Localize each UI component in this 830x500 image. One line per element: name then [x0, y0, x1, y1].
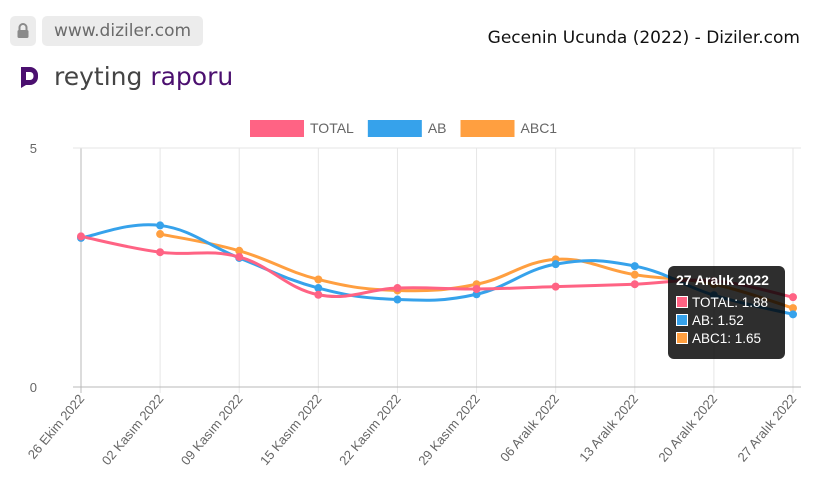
- x-tick-label: 06 Aralık 2022: [497, 391, 562, 464]
- x-tick-label: 02 Kasım 2022: [99, 391, 167, 468]
- address-bar[interactable]: www.diziler.com: [10, 16, 204, 46]
- tooltip-swatch-ab: [676, 314, 688, 326]
- y-tick-label: 0: [30, 380, 37, 395]
- tooltip-swatch-total: [676, 296, 688, 308]
- data-point-total: [630, 280, 639, 289]
- heading-word-reyting: reyting: [54, 62, 143, 91]
- page-title: Gecenin Ucunda (2022) - Diziler.com: [487, 28, 800, 48]
- data-point-total: [156, 248, 165, 257]
- data-point-ab: [789, 310, 797, 319]
- tooltip-text-ab: AB: 1.52: [692, 312, 744, 328]
- url-text[interactable]: www.diziler.com: [42, 16, 204, 46]
- x-tick-label: 27 Aralık 2022: [734, 391, 799, 464]
- data-point-total: [551, 282, 560, 291]
- chart-svg: 0 5 26 Ekim 2022 02 Kasım 2022 09 Kasım 2022…: [25, 120, 801, 468]
- data-point-abc1: [235, 246, 244, 255]
- data-point-abc1: [789, 304, 797, 313]
- lock-icon: [10, 16, 36, 46]
- tooltip-text-total: TOTAL: 1.88: [692, 294, 769, 310]
- rating-chart[interactable]: 0 5 26 Ekim 2022 02 Kasım 2022 09 Kasım 2022…: [0, 108, 830, 500]
- data-point-ab: [551, 260, 560, 269]
- data-point-total: [789, 293, 797, 302]
- data-point-total: [314, 290, 323, 299]
- data-point-abc1: [314, 275, 323, 284]
- tooltip-swatch-abc1: [676, 332, 688, 344]
- legend-swatch-ab: [367, 120, 422, 137]
- diziler-logo-icon: [18, 65, 40, 89]
- x-tick-label: 15 Kasım 2022: [257, 391, 325, 468]
- data-point-abc1: [156, 230, 165, 239]
- report-heading: reyting raporu: [18, 62, 233, 91]
- tooltip-row-ab: AB: 1.52: [676, 311, 777, 329]
- x-tick-label: 26 Ekim 2022: [25, 391, 88, 462]
- heading-word-raporu: raporu: [150, 62, 234, 91]
- x-tick-label: 20 Aralık 2022: [655, 391, 720, 464]
- legend-swatch-total: [250, 120, 304, 137]
- tooltip-row-total: TOTAL: 1.88: [676, 293, 777, 311]
- data-point-abc1: [630, 270, 639, 279]
- data-point-ab: [314, 284, 323, 293]
- x-tick-label: 22 Kasım 2022: [336, 391, 404, 468]
- data-point-total: [393, 284, 402, 293]
- data-point-ab: [393, 295, 402, 304]
- x-tick-label: 09 Kasım 2022: [178, 391, 246, 468]
- data-point-ab: [156, 221, 165, 230]
- data-point-total: [472, 285, 481, 294]
- tooltip-row-abc1: ABC1: 1.65: [676, 329, 777, 347]
- data-point-total: [235, 252, 244, 261]
- tooltip-title: 27 Aralık 2022: [676, 272, 769, 288]
- x-tick-label: 29 Kasım 2022: [415, 391, 483, 468]
- tooltip-text-abc1: ABC1: 1.65: [692, 330, 762, 346]
- legend-label-ab: AB: [428, 120, 447, 136]
- legend-label-abc1: ABC1: [521, 120, 558, 136]
- y-tick-label: 5: [30, 141, 37, 156]
- x-tick-label: 13 Aralık 2022: [576, 391, 641, 464]
- data-point-total: [77, 232, 85, 241]
- chart-tooltip: 27 Aralık 2022 TOTAL: 1.88 AB: 1.52 ABC1…: [668, 266, 785, 359]
- data-point-ab: [630, 262, 639, 271]
- legend-label-total: TOTAL: [310, 120, 354, 136]
- legend-swatch-abc1: [460, 120, 515, 137]
